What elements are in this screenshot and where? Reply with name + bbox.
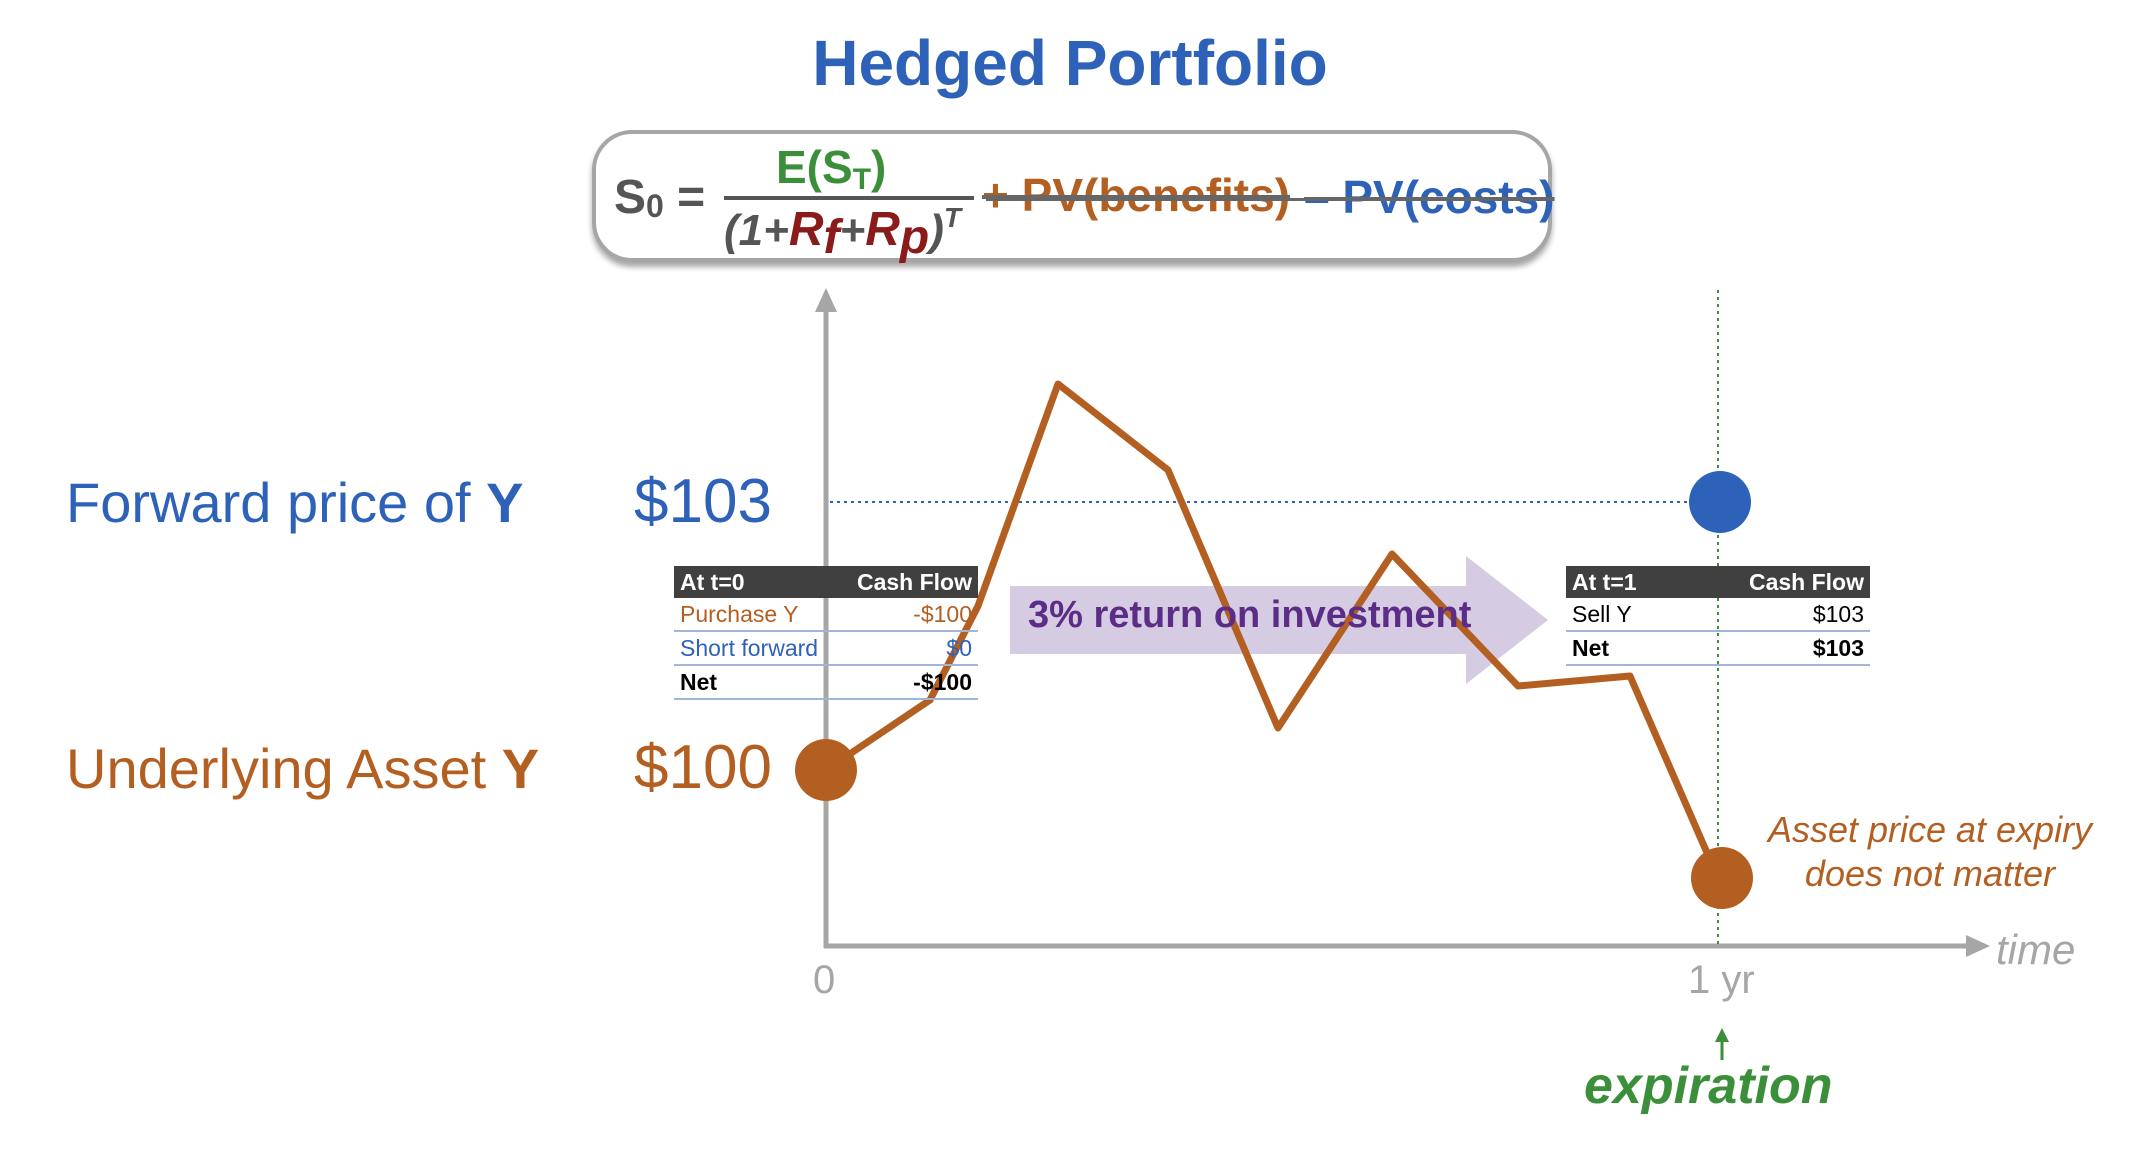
table-row-net: Net -$100 xyxy=(674,665,978,700)
row-value: $0 xyxy=(838,631,978,666)
formula-benefits-crossed: + PV(benefits) xyxy=(982,169,1291,221)
row-value: $103 xyxy=(1680,598,1870,632)
header-time: At t=1 xyxy=(1566,566,1681,598)
forward-price-label: Forward price of Y xyxy=(66,471,524,534)
strike-through-line xyxy=(986,198,1508,201)
x-axis-arrowhead xyxy=(1966,935,1990,957)
expiry-note: Asset price at expiry does not matter xyxy=(1767,809,2093,894)
formula-numerator: E(ST) xyxy=(776,141,887,196)
underlying-asset-label: Underlying Asset Y xyxy=(66,737,540,800)
table-row: Purchase Y -$100 xyxy=(674,598,978,632)
row-label: Short forward xyxy=(674,631,839,666)
asset-expiry-point xyxy=(1691,847,1753,909)
header-time: At t=0 xyxy=(674,566,839,598)
formula-lhs: S0 = xyxy=(614,171,706,224)
net-value: $103 xyxy=(1680,631,1870,666)
net-label: Net xyxy=(1566,631,1681,666)
table-row: Short forward $0 xyxy=(674,631,978,666)
forward-price-value: $103 xyxy=(634,467,772,536)
formula-denominator: (1+Rf+Rp)T xyxy=(724,202,961,264)
expiration-arrowhead xyxy=(1715,1028,1729,1042)
forward-price-point xyxy=(1689,471,1751,533)
table-header: At t=0 Cash Flow xyxy=(674,566,978,598)
cashflow-table-t0: At t=0 Cash Flow Purchase Y -$100 Short … xyxy=(674,566,978,700)
page-title: Hedged Portfolio xyxy=(812,27,1328,99)
x-axis-label: time xyxy=(1996,926,2076,973)
net-label: Net xyxy=(674,665,839,700)
underlying-asset-price: $100 xyxy=(634,733,772,802)
fraction-line xyxy=(724,196,974,200)
row-label: Purchase Y xyxy=(674,598,839,632)
return-label: 3% return on investment xyxy=(1028,594,1472,636)
x-tick-end: 1 yr xyxy=(1688,958,1755,1002)
x-tick-start: 0 xyxy=(813,958,836,1002)
header-cash-flow: Cash Flow xyxy=(838,566,978,598)
y-axis-arrowhead xyxy=(815,288,837,312)
net-value: -$100 xyxy=(838,665,978,700)
formula-box: S0 = E(ST) (1+Rf+Rp)T + PV(benefits) – P… xyxy=(592,130,1555,264)
row-value: -$100 xyxy=(838,598,978,632)
formula-costs-crossed: – PV(costs) xyxy=(1304,171,1555,223)
table-row: Sell Y $103 xyxy=(1566,598,1870,632)
expiration-label: expiration xyxy=(1584,1057,1833,1115)
table-row-net: Net $103 xyxy=(1566,631,1870,666)
header-cash-flow: Cash Flow xyxy=(1680,566,1870,598)
underlying-start-point xyxy=(795,739,857,801)
row-label: Sell Y xyxy=(1566,598,1681,632)
table-header: At t=1 Cash Flow xyxy=(1566,566,1870,598)
cashflow-table-t1: At t=1 Cash Flow Sell Y $103 Net $103 xyxy=(1566,566,1870,666)
return-arrow xyxy=(1010,556,1548,684)
